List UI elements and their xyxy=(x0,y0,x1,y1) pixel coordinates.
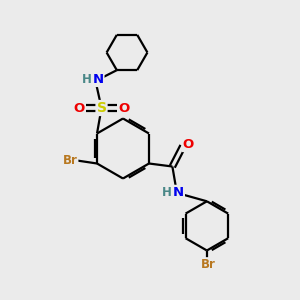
Text: Br: Br xyxy=(201,258,216,271)
Text: O: O xyxy=(118,101,129,115)
Text: O: O xyxy=(183,138,194,151)
Text: O: O xyxy=(74,101,85,115)
Text: N: N xyxy=(173,186,184,199)
Text: Br: Br xyxy=(63,154,77,167)
Text: H: H xyxy=(161,186,171,199)
Text: S: S xyxy=(97,101,106,115)
Text: H: H xyxy=(82,73,92,86)
Text: N: N xyxy=(92,73,104,86)
